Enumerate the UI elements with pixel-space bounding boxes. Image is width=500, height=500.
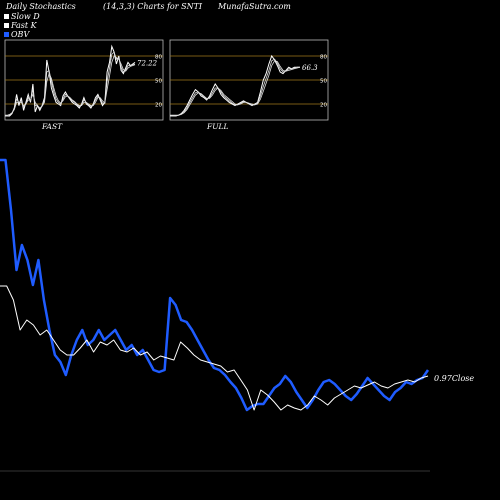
obv-line [0, 158, 430, 412]
close-value: 0.97 [434, 374, 453, 383]
header-title: Daily Stochastics [5, 2, 76, 11]
obv-price-panel: 0.97Close [0, 158, 474, 472]
legend: Slow D Fast K OBV [4, 12, 40, 39]
legend-swatch-obv [4, 32, 9, 37]
stoch-line-2 [170, 60, 301, 116]
stoch-line-0 [170, 54, 300, 117]
tick-label-50: 50 [155, 79, 162, 85]
tick-label-20: 20 [320, 103, 327, 109]
legend-swatch-fast-k [4, 23, 9, 28]
stoch-line-0 [5, 44, 136, 117]
close-price-label: 0.97Close [434, 374, 474, 383]
tick-label-20: 20 [155, 103, 162, 109]
stoch-line-1 [170, 58, 300, 117]
header-params: (14,3,3) Charts for SNTI [103, 2, 203, 11]
price-line [0, 285, 429, 411]
tick-label-50: 50 [320, 79, 327, 85]
current-value-label: 66.3 [302, 64, 318, 72]
close-suffix: Close [452, 374, 475, 383]
panel-title: FAST [41, 122, 63, 131]
legend-label-slow-d: Slow D [11, 12, 40, 21]
stoch-line-2 [5, 55, 136, 116]
tick-label-80: 80 [155, 55, 162, 61]
legend-label-obv: OBV [11, 30, 30, 39]
legend-label-fast-k: Fast K [10, 21, 38, 30]
legend-swatch-slow-d [4, 14, 9, 19]
panel-title: FULL [206, 122, 229, 131]
current-value-label: 72.22 [137, 59, 158, 67]
tick-label-80: 80 [320, 55, 327, 61]
header-source: MunafaSutra.com [217, 2, 291, 11]
